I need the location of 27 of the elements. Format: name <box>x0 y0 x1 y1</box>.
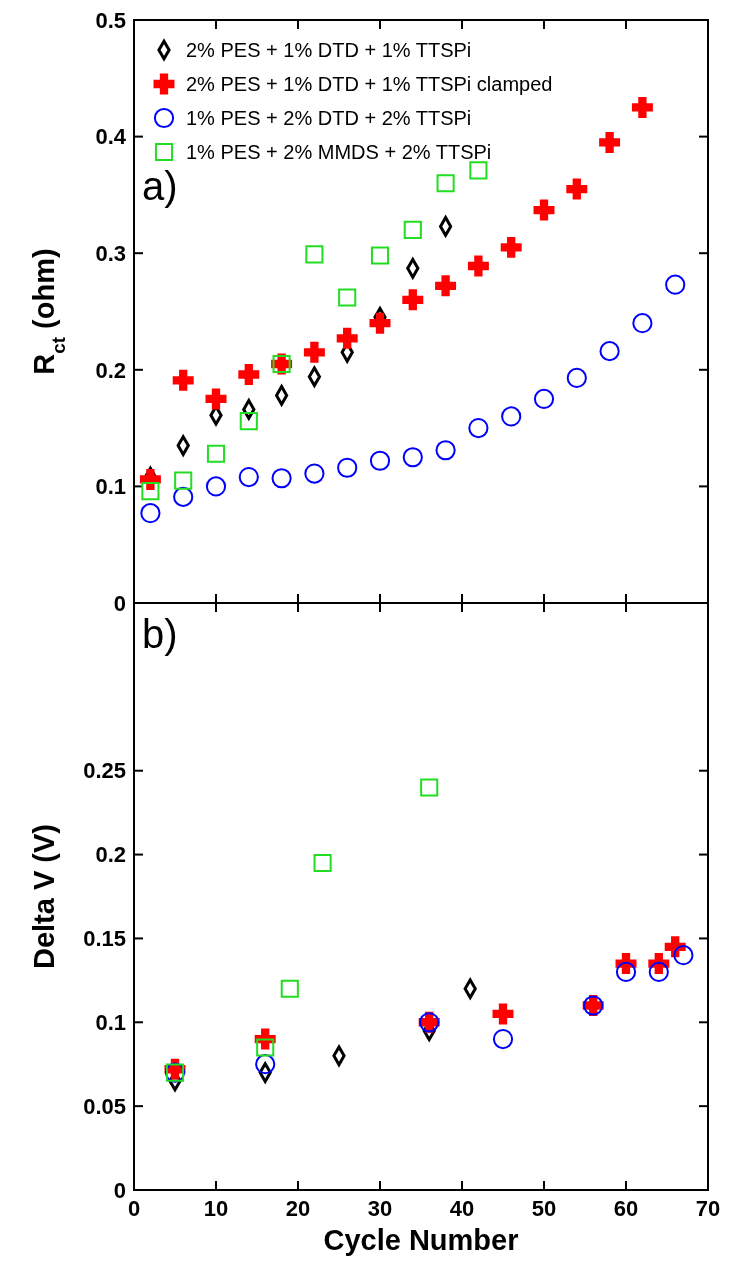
x-tick-label: 30 <box>367 1196 393 1221</box>
x-tick-label: 10 <box>203 1196 229 1221</box>
x-tick-label: 20 <box>285 1196 311 1221</box>
legend-label: 1% PES + 2% DTD + 2% TTSPi <box>186 107 472 129</box>
y-tick-label: 0.2 <box>95 357 126 383</box>
y-tick-label: 0.4 <box>95 124 127 150</box>
y-tick-label: 0.1 <box>95 1009 126 1035</box>
annotation: b) <box>142 612 178 656</box>
y-tick-label: 0.15 <box>83 926 126 952</box>
y-tick-label: 0 <box>113 590 126 616</box>
y-tick-label: 0.1 <box>95 474 126 500</box>
legend-label: 2% PES + 1% DTD + 1% TTSPi <box>186 39 472 61</box>
x-tick-label: 60 <box>613 1196 639 1221</box>
x-tick-label: 40 <box>449 1196 475 1221</box>
annotation: a) <box>142 164 178 208</box>
y-tick-label: 0.2 <box>95 842 126 868</box>
y-tick-label: 0 <box>113 1177 126 1203</box>
y-tick-label: 0.05 <box>83 1093 126 1119</box>
y-axis-title: Delta V (V) <box>28 823 60 970</box>
x-axis-title: Cycle Number <box>323 1224 519 1256</box>
x-tick-label: 50 <box>531 1196 557 1221</box>
y-tick-label: 0.25 <box>83 758 126 784</box>
legend-label: 1% PES + 2% MMDS + 2% TTSPi <box>186 141 492 163</box>
x-tick-label: 70 <box>695 1196 721 1221</box>
y-tick-label: 0.3 <box>95 240 126 266</box>
legend-label: 2% PES + 1% DTD + 1% TTSPi clamped <box>186 73 553 95</box>
y-tick-label: 0.5 <box>95 7 126 33</box>
